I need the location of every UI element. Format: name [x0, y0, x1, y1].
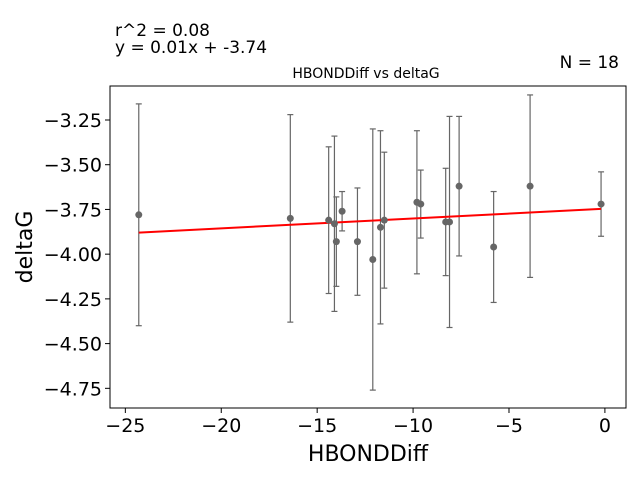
data-point — [490, 243, 498, 251]
x-tick-label: −15 — [297, 415, 337, 437]
data-point — [380, 216, 388, 224]
r-squared-annotation: r^2 = 0.08 — [115, 21, 210, 41]
x-tick-label: −10 — [393, 415, 433, 437]
data-point — [330, 220, 338, 228]
regression-equation: y = 0.01x + -3.74 — [115, 38, 267, 58]
x-axis: −25 −20 −15 −10 −5 0 — [105, 408, 611, 437]
y-axis: −4.75 −4.50 −4.25 −4.00 −3.75 −3.50 −3.25 — [44, 110, 110, 400]
data-point — [353, 238, 361, 246]
data-point — [135, 211, 143, 219]
y-axis-label: deltaG — [13, 211, 38, 284]
data-point — [597, 200, 605, 208]
data-point — [376, 223, 384, 231]
x-tick-label: −25 — [105, 415, 145, 437]
plot-frame — [109, 85, 627, 409]
data-point — [417, 200, 425, 208]
x-tick-label: −5 — [495, 415, 523, 437]
x-axis-label: HBONDDiff — [308, 442, 429, 467]
y-tick-label: −4.25 — [44, 289, 102, 311]
data-point — [446, 218, 454, 226]
x-tick-label: −20 — [201, 415, 241, 437]
data-point — [526, 182, 534, 190]
regression-line — [138, 207, 602, 234]
y-tick-label: −4.00 — [44, 244, 102, 266]
data-point — [332, 238, 340, 246]
x-tick-label: 0 — [599, 415, 611, 437]
y-tick-label: −3.50 — [44, 155, 102, 177]
y-tick-label: −3.25 — [44, 110, 102, 132]
chart-title: HBONDDiff vs deltaG — [292, 66, 439, 82]
plot-content — [135, 94, 605, 391]
y-tick-label: −4.75 — [44, 378, 102, 400]
y-tick-label: −3.75 — [44, 199, 102, 221]
y-tick-label: −4.50 — [44, 334, 102, 356]
data-point — [286, 214, 294, 222]
data-point — [338, 207, 346, 215]
data-point — [325, 216, 333, 224]
data-point — [455, 182, 463, 190]
sample-size-annotation: N = 18 — [560, 53, 619, 73]
data-point — [369, 256, 377, 264]
